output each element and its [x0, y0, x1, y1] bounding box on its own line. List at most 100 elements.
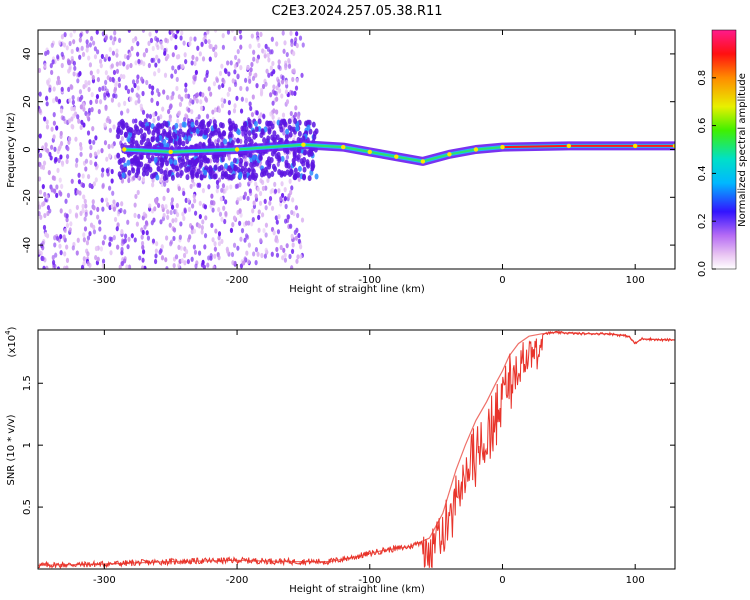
spectrogram-noise-speck [166, 214, 170, 220]
spectrogram-noise-speck [159, 40, 163, 46]
spectrogram-x-tick-label: -200 [226, 275, 249, 286]
spectrogram-band-speck [259, 171, 264, 178]
spectrogram-noise-speck [130, 45, 134, 52]
spectrogram-noise-speck [193, 60, 197, 67]
snr-x-tick-label: -300 [93, 575, 116, 586]
spectrogram-band-speck [212, 156, 217, 163]
spectrogram-noise-speck [291, 197, 295, 203]
spectrogram-noise-speck [200, 41, 204, 47]
spectrogram-noise-speck [78, 54, 82, 60]
spectrogram-band-speck [235, 137, 240, 144]
spectrogram-noise-speck [196, 45, 200, 51]
spectrogram-noise-speck [160, 255, 165, 261]
spectrogram-noise-speck [246, 65, 250, 71]
spectrogram-noise-speck [41, 183, 45, 190]
spectrogram-band-speck [181, 121, 186, 128]
spectrogram-band-speck [267, 128, 272, 135]
spectrogram-band-speck [213, 173, 218, 180]
spectrogram-noise-speck [44, 50, 48, 57]
spectrogram-noise-speck [125, 264, 129, 269]
spectrogram-noise-speck [72, 71, 76, 77]
spectrogram-noise-speck [163, 72, 168, 78]
spectrogram-noise-speck [101, 240, 105, 246]
spectrogram-noise-speck [229, 60, 233, 66]
spectrogram-band-speck [162, 174, 167, 181]
spectrogram-noise-speck [73, 65, 77, 71]
spectrogram-band-speck [296, 153, 301, 160]
spectrogram-noise-speck [286, 214, 290, 220]
spectrogram-noise-speck [142, 211, 146, 217]
signal-trace-point [122, 147, 127, 152]
spectrogram-noise-speck [86, 251, 90, 257]
spectrogram-band-speck [119, 129, 124, 136]
spectrogram-band-speck [260, 128, 265, 135]
spectrogram-band-speck [121, 172, 126, 179]
spectrogram-noise-speck [78, 37, 82, 43]
spectrogram-noise-speck [141, 244, 145, 250]
spectrogram-noise-speck [257, 209, 261, 215]
spectrogram-band-speck [249, 161, 254, 168]
spectrogram-noise-speck [272, 230, 276, 236]
spectrogram-band-speck [314, 173, 319, 180]
spectrogram-noise-speck [180, 258, 184, 264]
spectrogram-noise-speck [93, 54, 98, 60]
spectrogram-noise-speck [214, 228, 218, 234]
spectrogram-noise-speck [207, 38, 211, 45]
spectrogram-noise-speck [78, 70, 82, 77]
spectrogram-noise-speck [217, 206, 221, 213]
spectrogram-noise-speck [295, 31, 299, 37]
spectrogram-noise-speck [226, 248, 230, 254]
spectrogram-noise-speck [108, 127, 112, 133]
spectrogram-noise-speck [280, 79, 285, 85]
spectrogram-noise-speck [270, 251, 274, 257]
spectrogram-noise-speck [213, 51, 217, 57]
spectrogram-noise-speck [239, 236, 243, 242]
signal-trace-point [447, 152, 452, 157]
spectrogram-noise-speck [136, 85, 140, 91]
spectrogram-noise-speck [283, 218, 288, 224]
spectrogram-noise-speck [170, 73, 174, 79]
spectrogram-noise-speck [135, 92, 139, 98]
spectrogram-band-speck [297, 130, 302, 137]
spectrogram-noise-speck [147, 40, 151, 46]
spectrogram-noise-speck [151, 45, 155, 52]
spectrogram-band-speck [285, 128, 290, 135]
spectrogram-noise-speck [236, 48, 240, 55]
colorbar-tick-label: 0.4 [697, 165, 708, 181]
snr-y-tick-label: 1.5 [22, 375, 33, 391]
spectrogram-band-speck [142, 132, 147, 139]
spectrogram-noise-speck [192, 193, 196, 199]
spectrogram-noise-speck [251, 94, 255, 100]
spectrogram-noise-speck [71, 94, 75, 101]
spectrogram-noise-speck [67, 86, 71, 92]
spectrogram-noise-speck [69, 84, 73, 90]
spectrogram-noise-speck [264, 205, 268, 211]
spectrogram-noise-speck [106, 202, 110, 208]
spectrogram-band-speck [258, 154, 263, 161]
spectrogram-noise-speck [264, 185, 268, 191]
spectrogram-noise-speck [181, 63, 185, 69]
spectrogram-noise-speck [71, 124, 75, 130]
spectrogram-band-speck [199, 174, 204, 181]
spectrogram-noise-speck [295, 227, 299, 233]
spectrogram-noise-speck [267, 72, 271, 78]
spectrogram-noise-speck [239, 108, 244, 114]
spectrogram-noise-speck [38, 91, 42, 97]
spectrogram-noise-speck [190, 256, 194, 262]
snr-y-tick-label: 0.5 [22, 499, 33, 515]
spectrogram-noise-speck [110, 178, 114, 184]
spectrogram-noise-speck [70, 48, 74, 55]
spectrogram-noise-speck [38, 133, 42, 139]
spectrogram-band-speck [127, 169, 132, 176]
signal-trace-point [168, 149, 173, 155]
spectrogram-noise-speck [54, 96, 59, 102]
spectrogram-noise-speck [220, 216, 224, 222]
spectrogram-band-speck [268, 120, 273, 127]
spectrogram-band-speck [251, 129, 256, 136]
spectrogram-noise-speck [187, 206, 191, 213]
spectrogram-noise-speck [283, 196, 287, 202]
spectrogram-noise-speck [106, 115, 110, 122]
spectrogram-noise-speck [154, 30, 159, 34]
spectrogram-noise-speck [89, 99, 93, 105]
spectrogram-noise-speck [285, 99, 290, 105]
